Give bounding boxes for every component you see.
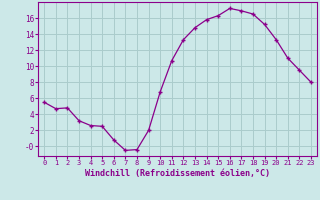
- X-axis label: Windchill (Refroidissement éolien,°C): Windchill (Refroidissement éolien,°C): [85, 169, 270, 178]
